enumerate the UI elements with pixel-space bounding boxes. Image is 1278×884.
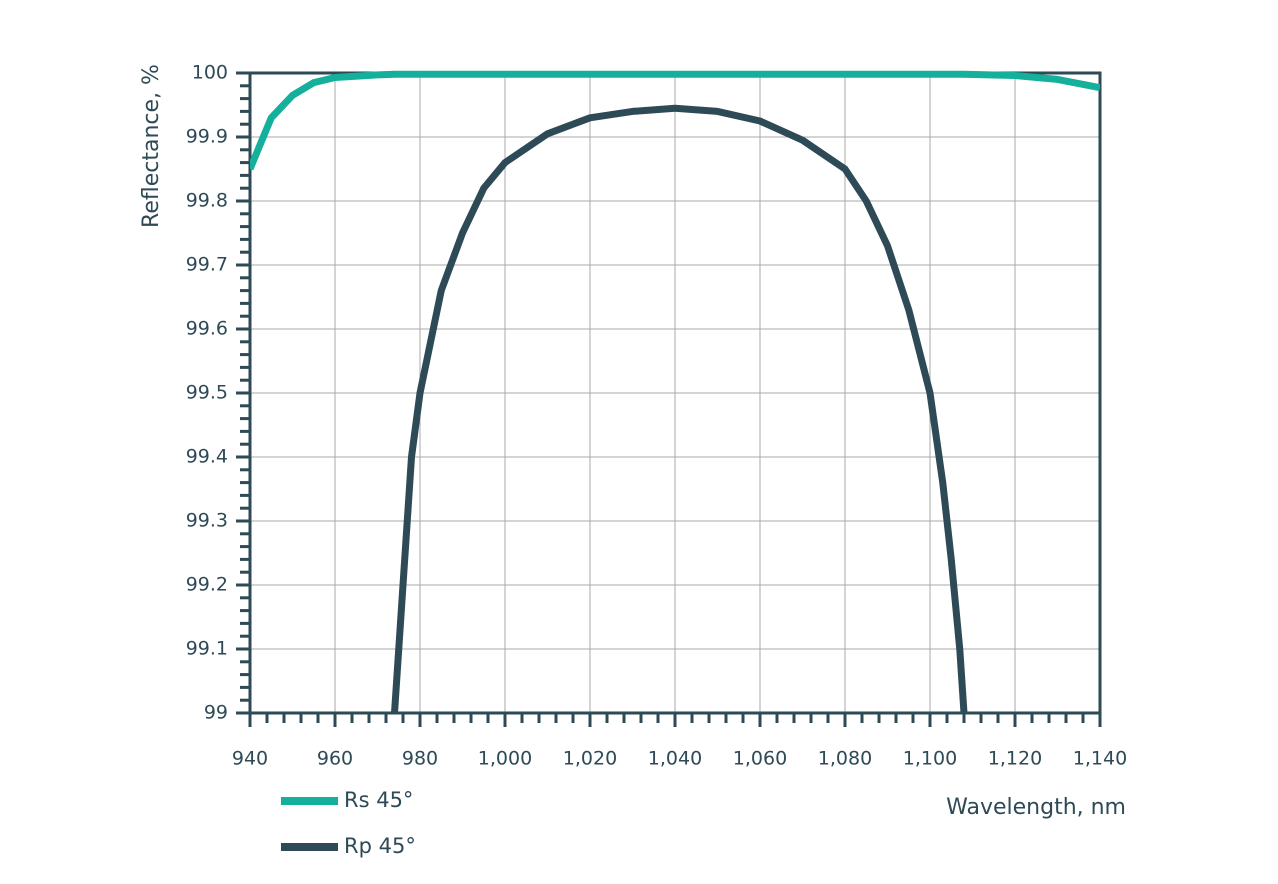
legend-label: Rp 45°	[344, 834, 416, 858]
y-tick-label: 99.1	[186, 638, 228, 660]
x-tick-label: 940	[232, 748, 268, 770]
y-tick-label: 99.3	[186, 510, 228, 532]
x-tick-label: 1,000	[478, 748, 532, 770]
x-tick-label: 1,100	[903, 748, 957, 770]
y-tick-label: 99.6	[186, 318, 228, 340]
y-tick-label: 99.8	[186, 190, 228, 212]
y-tick-label: 99.9	[186, 126, 228, 148]
y-tick-label: 99.7	[186, 254, 228, 276]
x-tick-label: 960	[317, 748, 353, 770]
y-tick-label: 99.5	[186, 382, 228, 404]
legend-label: Rs 45°	[344, 788, 413, 812]
x-tick-label: 980	[402, 748, 438, 770]
x-tick-label: 1,120	[988, 748, 1042, 770]
x-tick-label: 1,060	[733, 748, 787, 770]
plot-area	[250, 70, 1100, 714]
x-tick-label: 1,020	[563, 748, 617, 770]
x-tick-label: 1,080	[818, 748, 872, 770]
y-axis-label: Reflectance, %	[139, 64, 164, 228]
line-series	[250, 70, 1100, 171]
y-tick-label: 99.4	[186, 446, 228, 468]
line-series	[391, 104, 968, 714]
x-tick-label: 1,140	[1073, 748, 1127, 770]
x-tick-label: 1,040	[648, 748, 702, 770]
y-tick-label: 100	[192, 62, 228, 84]
x-axis-label: Wavelength, nm	[946, 795, 1126, 820]
y-tick-label: 99.2	[186, 574, 228, 596]
y-tick-label: 99	[204, 702, 228, 724]
